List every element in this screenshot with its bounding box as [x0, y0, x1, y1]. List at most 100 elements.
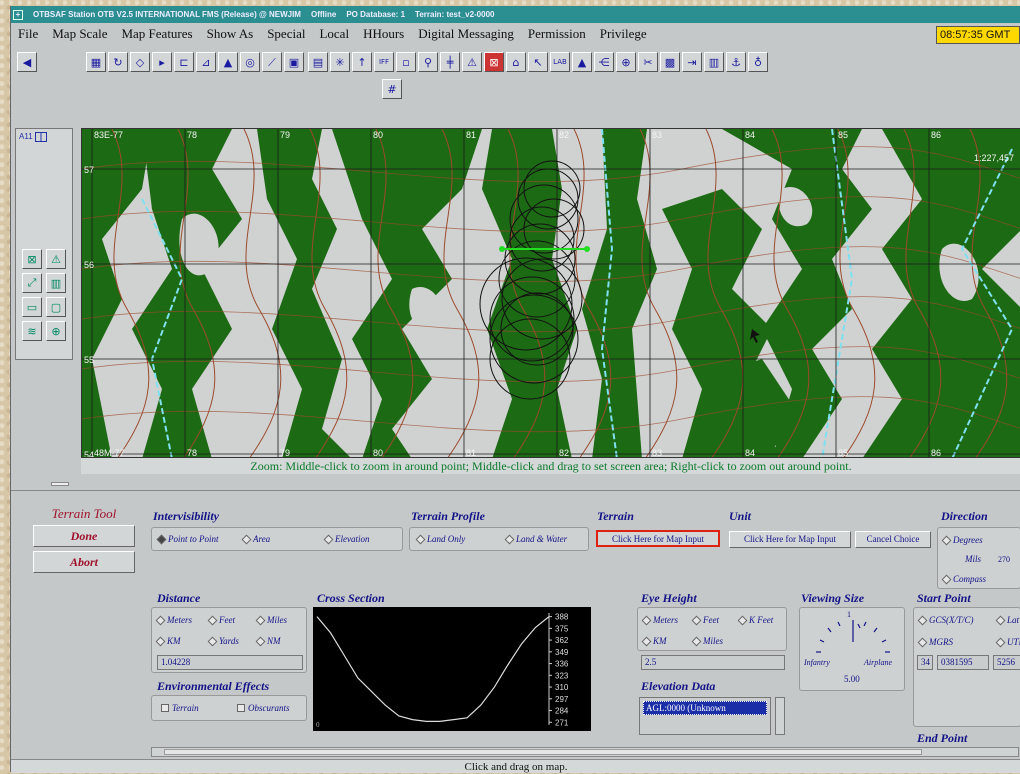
route-icon[interactable]: ↻ — [108, 52, 128, 72]
menu-map-scale[interactable]: Map Scale — [52, 26, 108, 41]
terrain-map-input-button[interactable]: Click Here for Map Input — [596, 530, 720, 547]
frame-icon[interactable]: ▢ — [46, 297, 66, 317]
obstacle-icon[interactable]: ▲ — [218, 52, 238, 72]
area-icon[interactable]: ◇ — [130, 52, 150, 72]
layer-icon[interactable]: ▩ — [660, 52, 680, 72]
option-mgrs[interactable]: MGRS — [917, 637, 953, 647]
menu-show-as[interactable]: Show As — [206, 26, 254, 41]
circle-icon[interactable]: ◎ — [240, 52, 260, 72]
elevation-scrollbar[interactable] — [775, 697, 785, 735]
cross-icon[interactable]: ╪ — [440, 52, 460, 72]
start-northing-field[interactable]: 5256 — [993, 655, 1020, 670]
option-eye-miles[interactable]: Miles — [691, 636, 723, 646]
abort-button[interactable]: Abort — [33, 551, 135, 573]
checkbox-obscurants[interactable]: Obscurants — [237, 703, 290, 713]
target-icon[interactable]: ⊕ — [46, 321, 66, 341]
radio-icon[interactable]: ≋ — [22, 321, 42, 341]
menu-map-features[interactable]: Map Features — [121, 26, 193, 41]
arrow-up-icon[interactable]: ↑ — [352, 52, 372, 72]
menu-permission[interactable]: Permission — [527, 26, 586, 41]
radio-icon — [737, 615, 748, 625]
option-mils[interactable]: Mils 270 — [965, 554, 1010, 564]
arrow-left-icon[interactable]: ↖ — [528, 52, 548, 72]
line-icon[interactable]: ⟋ — [262, 52, 282, 72]
distance-value-field[interactable]: 1.04228 — [157, 655, 303, 670]
menu-privilege[interactable]: Privilege — [599, 26, 647, 41]
anchor-icon[interactable]: ⚓ — [726, 52, 746, 72]
option-label: Miles — [267, 615, 287, 625]
axis-icon[interactable]: ⊿ — [196, 52, 216, 72]
option-eye-feet[interactable]: Feet — [691, 615, 719, 625]
pointer-icon[interactable]: ◀ — [17, 52, 37, 72]
warning-icon[interactable]: ⚠ — [46, 249, 66, 269]
start-easting-field[interactable]: 0381595 — [937, 655, 989, 670]
option-gcs[interactable]: GCS(X/T/C) — [917, 615, 974, 625]
option-compass[interactable]: Compass — [941, 574, 986, 584]
checkbox-terrain[interactable]: Terrain — [161, 703, 199, 713]
burst-icon[interactable]: ✳ — [330, 52, 350, 72]
menu-digital-messaging[interactable]: Digital Messaging — [418, 26, 514, 41]
option-point-to-point[interactable]: Point to Point — [156, 534, 219, 544]
select-icon[interactable]: ▭ — [22, 297, 42, 317]
start-zone-field[interactable]: 34 — [917, 655, 933, 670]
option-eye-km[interactable]: KM — [641, 636, 667, 646]
option-elevation[interactable]: Elevation — [323, 534, 370, 544]
building-icon[interactable]: ▥ — [704, 52, 724, 72]
network-icon[interactable]: ⋲ — [594, 52, 614, 72]
water-line — [821, 129, 854, 457]
mountain-icon[interactable]: ▲ — [572, 52, 592, 72]
eye-height-field[interactable]: 2.5 — [641, 655, 785, 670]
hash-grid-button[interactable]: # — [382, 79, 402, 99]
option-land-water[interactable]: Land & Water — [504, 534, 567, 544]
option-eye-kfeet[interactable]: K Feet — [737, 615, 773, 625]
window-menu-icon[interactable]: + — [13, 9, 23, 20]
option-feet[interactable]: Feet — [207, 615, 235, 625]
zoom-icon[interactable]: ⊠ — [22, 249, 42, 269]
option-degrees[interactable]: Degrees — [941, 535, 983, 545]
iff-icon[interactable]: IFF — [374, 52, 394, 72]
terrain-tool-icon[interactable]: ⊠ — [484, 52, 504, 72]
unit-symbol-icon[interactable]: ▦ — [86, 52, 106, 72]
option-nm[interactable]: NM — [255, 636, 281, 646]
cancel-choice-button[interactable]: Cancel Choice — [855, 531, 931, 548]
option-utm[interactable]: UTM — [995, 637, 1020, 647]
camera-icon[interactable]: ▫ — [396, 52, 416, 72]
tower-icon[interactable]: ♁ — [748, 52, 768, 72]
pane-splitter[interactable] — [51, 482, 69, 486]
target-icon[interactable]: ⊕ — [616, 52, 636, 72]
option-area[interactable]: Area — [241, 534, 270, 544]
option-lat[interactable]: Lat — [995, 615, 1019, 625]
triangle-icon[interactable]: ⚠ — [462, 52, 482, 72]
scrollbar-thumb[interactable] — [164, 749, 922, 755]
resize-icon[interactable]: ⤢ — [22, 273, 42, 293]
option-eye-meters[interactable]: Meters — [641, 615, 678, 625]
done-button[interactable]: Done — [33, 525, 135, 547]
flag-icon[interactable]: ▸ — [152, 52, 172, 72]
horizontal-scrollbar[interactable] — [151, 747, 1019, 757]
elevation-data-list[interactable]: AGL:0000 (Unknown — [639, 697, 771, 735]
grid-toggle-icon[interactable] — [34, 132, 47, 142]
scissors-icon[interactable]: ✂ — [638, 52, 658, 72]
menu-special[interactable]: Special — [267, 26, 306, 41]
grid-icon[interactable]: ▤ — [308, 52, 328, 72]
binoculars-icon[interactable]: ⌂ — [506, 52, 526, 72]
option-miles[interactable]: Miles — [255, 615, 287, 625]
unit-map-input-button[interactable]: Click Here for Map Input — [729, 531, 851, 548]
zoom-icon[interactable]: ⚲ — [418, 52, 438, 72]
import-icon[interactable]: ⇥ — [682, 52, 702, 72]
viewing-size-gauge[interactable]: 1 Infantry Airplane 5.00 — [799, 607, 905, 691]
lab-icon[interactable]: LAB — [550, 52, 570, 72]
option-yards[interactable]: Yards — [207, 636, 239, 646]
menu-hhours[interactable]: HHours — [363, 26, 405, 41]
tactical-map[interactable]: 83E-777879808182838485868748M-7778798081… — [81, 128, 1020, 458]
phase-line-icon[interactable]: ⊏ — [174, 52, 194, 72]
option-km[interactable]: KM — [155, 636, 181, 646]
menu-file[interactable]: File — [18, 26, 39, 41]
columns-icon[interactable]: ▥ — [46, 273, 66, 293]
option-meters[interactable]: Meters — [155, 615, 192, 625]
menu-local[interactable]: Local — [319, 26, 350, 41]
origin-label: 0 — [316, 721, 320, 729]
elevation-data-item[interactable]: AGL:0000 (Unknown — [643, 701, 767, 715]
option-land-only[interactable]: Land Only — [415, 534, 465, 544]
overlay-icon[interactable]: ▣ — [284, 52, 304, 72]
